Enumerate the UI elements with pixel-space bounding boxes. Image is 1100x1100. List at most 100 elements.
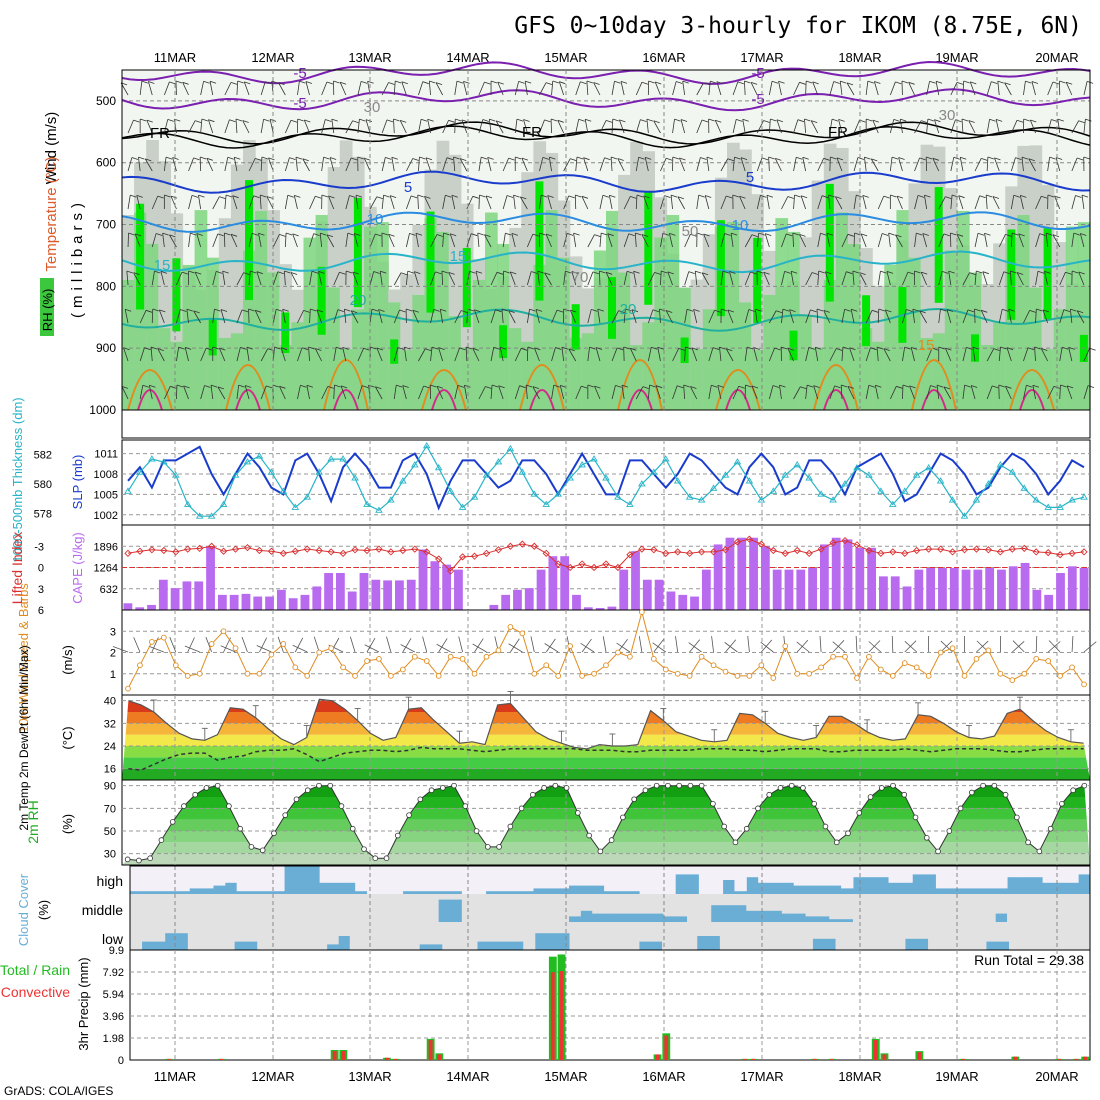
cloud-clear-high <box>201 866 214 889</box>
wind-barb-flag <box>1029 310 1036 313</box>
temp-contour <box>121 250 1091 274</box>
wind-barb-flag <box>971 385 978 388</box>
cloud-clear-high <box>248 866 261 892</box>
wind-barb <box>1044 271 1049 286</box>
wind-barb <box>853 119 860 134</box>
wind-barb-flag <box>943 386 950 390</box>
wind-barb-flag <box>812 81 819 85</box>
cloud-clear-middle <box>983 894 996 922</box>
wind-barb <box>682 81 686 96</box>
wind10-barb <box>259 637 268 653</box>
rh-shade-bright <box>571 304 580 350</box>
wind-barb-flag <box>227 156 234 160</box>
wind-barb-flag <box>380 270 387 274</box>
wind-barb-flag <box>893 119 900 122</box>
cape-bar <box>217 594 227 610</box>
wind-barb-flag <box>433 308 440 312</box>
wind-barb <box>841 234 849 248</box>
wind-barb <box>502 233 506 248</box>
rh-shade-green <box>884 264 897 410</box>
wind-barb <box>302 158 310 172</box>
wind-barb <box>744 347 748 362</box>
contour-label: -5 <box>751 65 764 82</box>
wind-barb <box>696 82 704 96</box>
wind-barb <box>946 309 952 324</box>
wind-barb <box>534 347 540 362</box>
upper-ylabels: Wind (m/s) Temperature (°C) RH (%) (mill… <box>40 112 86 336</box>
wind-barb-flag <box>405 308 413 312</box>
thickness-point <box>972 496 981 503</box>
rh-shade-grey <box>630 141 643 410</box>
wind-barb <box>217 386 226 400</box>
wind-barb-flag <box>154 270 161 274</box>
wind-barb-flag <box>678 348 685 351</box>
wind-barb-flag <box>265 81 272 84</box>
cloud-clear-high <box>1078 866 1091 875</box>
wind-barb-flag <box>1073 232 1080 236</box>
wind-barb <box>559 385 565 400</box>
wind-barb-flag <box>292 233 299 237</box>
cape-bar <box>312 586 322 610</box>
wind-barb-flag <box>992 385 999 389</box>
wind-barb-flag <box>997 80 1004 84</box>
wind-barb <box>297 81 300 96</box>
wind-barb <box>1076 310 1085 324</box>
wind10-barb <box>510 638 520 653</box>
wind-barb-flag <box>365 119 373 122</box>
wind-barb <box>841 271 847 286</box>
wind-barb-flag <box>424 196 431 199</box>
wind-barb <box>605 272 613 286</box>
cloud-level-middle: middle <box>82 902 123 918</box>
wind-barb-flag <box>890 194 897 198</box>
wind-barb-flag <box>750 271 757 275</box>
wind-barb-flag <box>425 157 433 161</box>
wind-barb-flag <box>295 156 303 160</box>
wind-barb <box>418 157 420 172</box>
wind-barb-flag <box>235 118 243 122</box>
cape-bar <box>607 606 617 610</box>
wind-barb <box>764 233 770 248</box>
cloud-clear-low <box>361 922 374 950</box>
wind-barb <box>561 347 565 362</box>
wind-barb-flag <box>626 270 634 274</box>
wind-barb-flag <box>963 80 970 84</box>
wind-barb <box>962 309 969 324</box>
rh-shade-green <box>339 349 353 410</box>
wind-barb-flag <box>525 80 532 84</box>
cape-bar <box>147 604 156 610</box>
wind-barb-flag <box>599 270 606 274</box>
wind-barb-flag <box>935 80 943 84</box>
li-tick-label: 3 <box>38 584 44 596</box>
rh-point <box>282 812 289 818</box>
wind-barb-flag <box>631 309 639 313</box>
precip-conv-bar <box>1057 1058 1061 1060</box>
wind-barb-flag <box>547 195 554 198</box>
wind-barb-flag <box>625 308 632 312</box>
hot-contour <box>1019 389 1045 411</box>
wind-barb-flag <box>209 80 217 84</box>
chart-title: GFS 0~10day 3-hourly for IKOM (8.75E, 6N… <box>514 13 1082 39</box>
rh-shade-bright <box>644 191 653 305</box>
wind-barb-flag <box>417 194 424 198</box>
cloud-clear-low <box>303 922 316 950</box>
top-date-label: 14MAR <box>446 50 489 65</box>
wind-barb <box>696 195 700 210</box>
wind-barb <box>998 271 1005 286</box>
li-point <box>913 546 921 555</box>
wind-barb-flag <box>956 233 964 237</box>
wind-barb-flag <box>347 232 354 236</box>
wind-barb-flag <box>870 347 877 351</box>
cloud-clear-high <box>331 866 344 883</box>
wind-barb <box>209 81 214 96</box>
wind-barb <box>805 309 811 324</box>
wind-barb <box>176 271 183 286</box>
rh-shade-bright <box>1043 228 1052 320</box>
wind-barb <box>236 385 240 400</box>
wind-barb <box>635 386 644 400</box>
wind-barb <box>297 347 303 362</box>
wind-barb <box>1057 119 1061 134</box>
cloud-clear-middle <box>793 894 807 914</box>
wind-barb <box>369 196 378 210</box>
rh-point <box>1047 825 1054 832</box>
cape-bar <box>347 591 357 610</box>
